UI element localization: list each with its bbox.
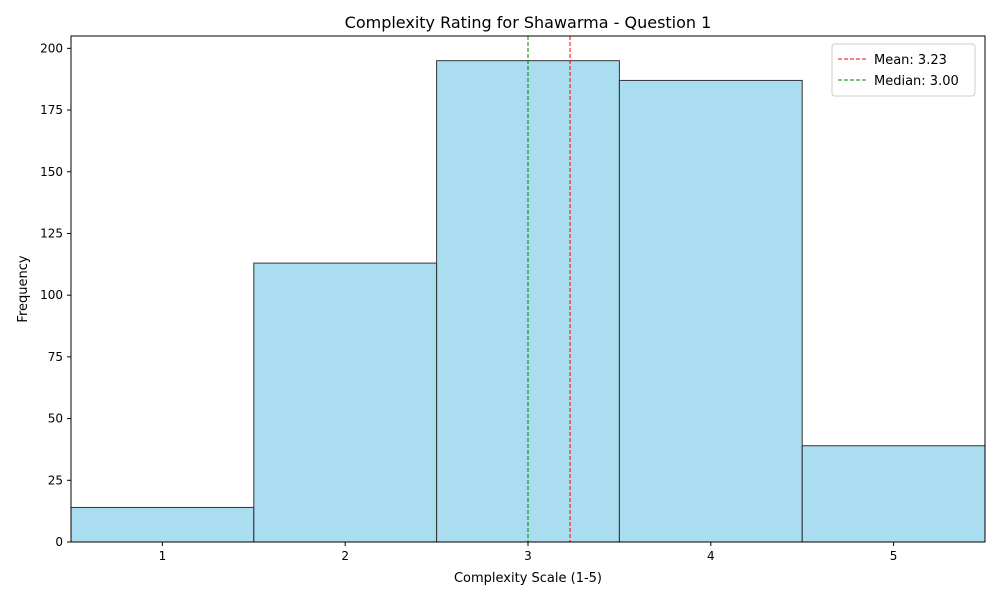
y-tick-label-125: 125 — [40, 226, 63, 240]
chart-title: Complexity Rating for Shawarma - Questio… — [345, 13, 712, 32]
legend-label-median: Median: 3.00 — [874, 74, 959, 89]
y-tick-label-175: 175 — [40, 103, 63, 117]
bar-2 — [253, 262, 438, 543]
plot-frame — [70, 35, 986, 543]
x-axis: 1 2 3 4 5 — [159, 542, 898, 563]
x-tick-label-4: 4 — [707, 549, 715, 563]
x-tick-label-5: 5 — [890, 549, 898, 563]
y-tick-label-75: 75 — [48, 350, 63, 364]
y-tick-label-150: 150 — [40, 165, 63, 179]
x-tick-label-1: 1 — [159, 549, 167, 563]
y-tick-label-200: 200 — [40, 41, 63, 55]
bar-5 — [801, 445, 986, 543]
legend: Mean: 3.23 Median: 3.00 — [831, 43, 976, 97]
y-axis-title: Frequency — [16, 255, 31, 322]
bar-1 — [70, 506, 255, 543]
y-tick-label-0: 0 — [55, 535, 63, 549]
y-axis: 0 25 50 75 100 125 150 175 200 — [40, 41, 71, 549]
reference-lines-group — [527, 36, 571, 542]
legend-box — [831, 43, 976, 97]
bar-4 — [618, 79, 803, 543]
x-tick-label-3: 3 — [524, 549, 532, 563]
legend-label-mean: Mean: 3.23 — [874, 53, 947, 68]
y-tick-label-50: 50 — [48, 412, 63, 426]
x-axis-title: Complexity Scale (1-5) — [454, 571, 602, 586]
y-tick-label-100: 100 — [40, 288, 63, 302]
y-tick-label-25: 25 — [48, 473, 63, 487]
x-tick-label-2: 2 — [341, 549, 349, 563]
